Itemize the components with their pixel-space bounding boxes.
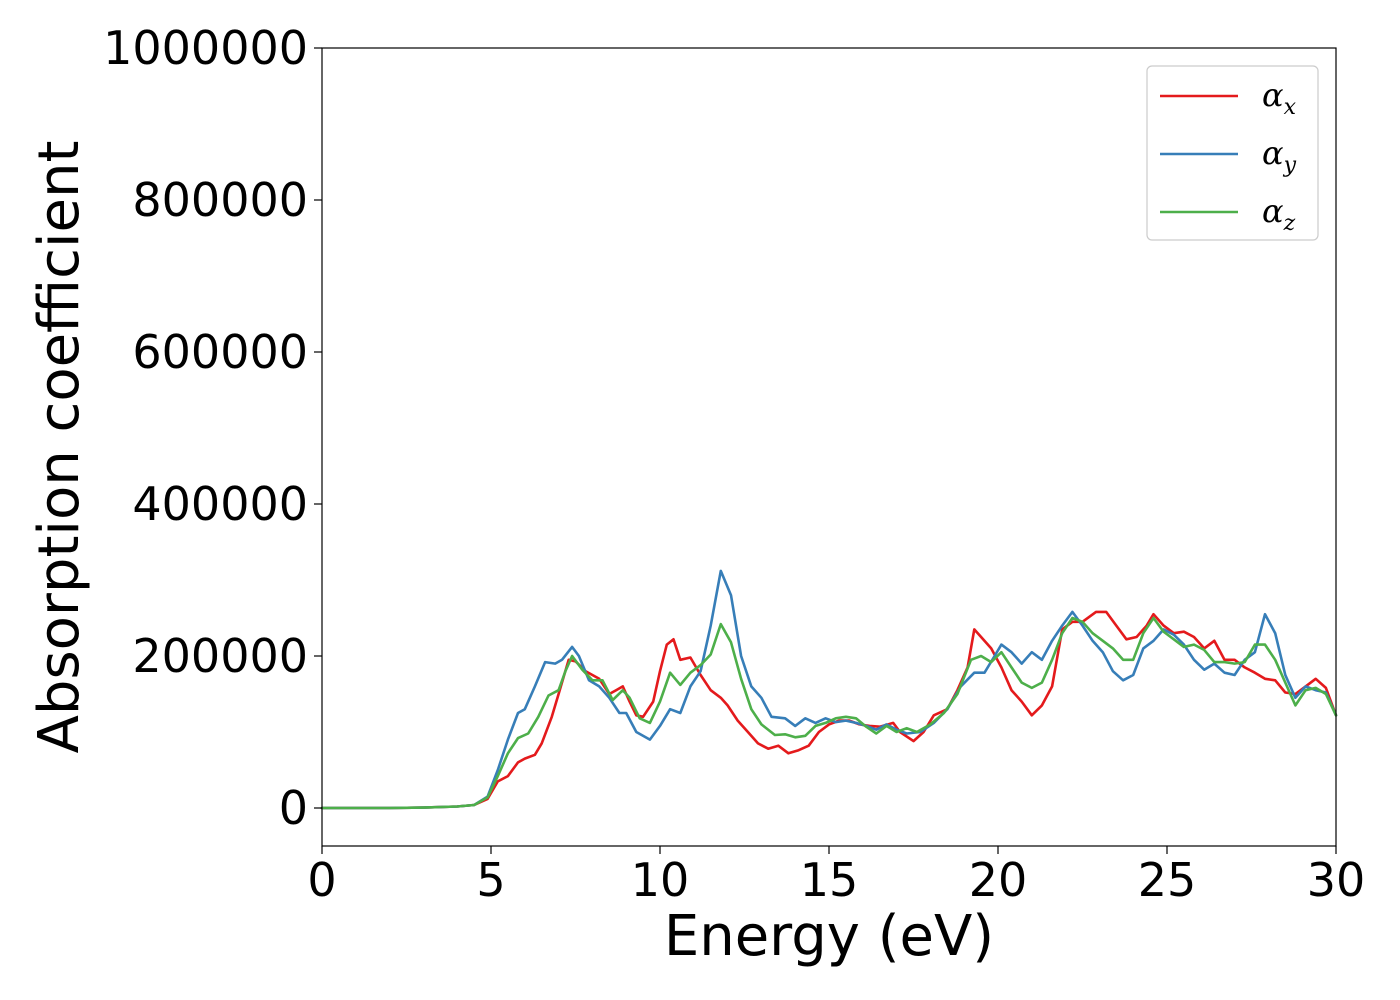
y-tick-label: 600000 bbox=[132, 325, 308, 379]
x-tick-label: 5 bbox=[476, 853, 505, 907]
legend: αx αy αz bbox=[1146, 65, 1319, 241]
y-tick-label: 800000 bbox=[132, 173, 308, 227]
x-axis-ticks: 0 5 10 15 20 25 30 bbox=[307, 846, 1365, 907]
legend-label-y: αy bbox=[1262, 134, 1297, 178]
x-tick-label: 0 bbox=[307, 853, 336, 907]
y-axis-label: Absorption coefficient bbox=[27, 141, 92, 754]
x-tick-label: 25 bbox=[1138, 853, 1197, 907]
y-axis-ticks: 0 200000 400000 600000 800000 1000000 bbox=[103, 21, 322, 835]
y-tick-label: 400000 bbox=[132, 477, 308, 531]
legend-items: αx αy αz bbox=[1160, 76, 1297, 236]
y-tick-label: 200000 bbox=[132, 629, 308, 683]
series-layer bbox=[320, 569, 1338, 810]
x-tick-label: 30 bbox=[1307, 853, 1366, 907]
legend-label-z: αz bbox=[1262, 192, 1296, 236]
series-line-z bbox=[320, 616, 1338, 810]
legend-label-x: αx bbox=[1262, 76, 1297, 120]
x-axis-label: Energy (eV) bbox=[664, 904, 994, 969]
x-tick-label: 15 bbox=[800, 853, 859, 907]
y-tick-label: 1000000 bbox=[103, 21, 308, 75]
x-tick-label: 10 bbox=[631, 853, 690, 907]
y-tick-label: 0 bbox=[279, 781, 308, 835]
x-tick-label: 20 bbox=[969, 853, 1028, 907]
